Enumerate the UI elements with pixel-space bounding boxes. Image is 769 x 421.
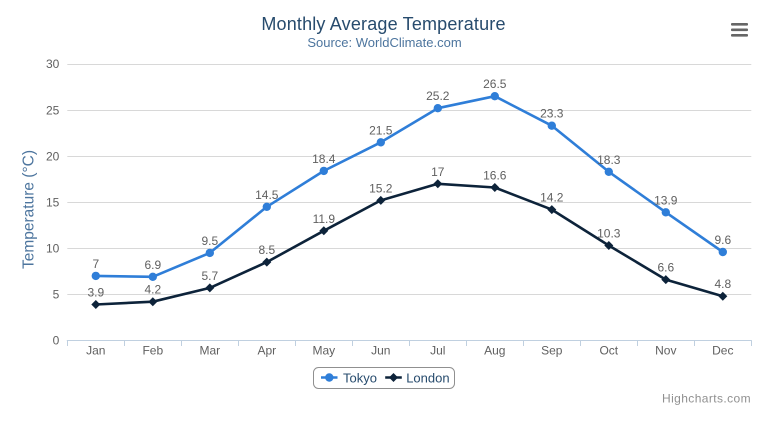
svg-text:14.2: 14.2 xyxy=(540,191,564,205)
svg-text:Sep: Sep xyxy=(541,344,563,358)
svg-text:5: 5 xyxy=(53,288,60,302)
svg-text:5.7: 5.7 xyxy=(201,269,218,283)
svg-text:Monthly Average Temperature: Monthly Average Temperature xyxy=(261,14,505,34)
svg-text:Feb: Feb xyxy=(142,344,163,358)
svg-text:Highcharts.com: Highcharts.com xyxy=(662,392,751,406)
svg-text:14.5: 14.5 xyxy=(255,188,279,202)
svg-text:23.3: 23.3 xyxy=(540,107,564,121)
svg-text:7: 7 xyxy=(92,257,99,271)
svg-text:0: 0 xyxy=(53,334,60,348)
svg-text:18.4: 18.4 xyxy=(312,152,336,166)
svg-text:20: 20 xyxy=(46,149,60,163)
svg-text:Nov: Nov xyxy=(655,344,676,358)
svg-text:Tokyo: Tokyo xyxy=(343,370,377,385)
svg-text:Apr: Apr xyxy=(257,344,276,358)
svg-text:10: 10 xyxy=(46,242,60,256)
svg-text:16.6: 16.6 xyxy=(483,169,507,183)
svg-text:6.9: 6.9 xyxy=(144,258,161,272)
svg-text:Mar: Mar xyxy=(199,344,220,358)
svg-text:10.3: 10.3 xyxy=(597,227,621,241)
svg-text:11.9: 11.9 xyxy=(313,212,336,226)
svg-text:4.8: 4.8 xyxy=(714,277,731,291)
svg-text:3.9: 3.9 xyxy=(87,286,104,300)
svg-text:London: London xyxy=(406,370,449,385)
svg-text:9.5: 9.5 xyxy=(201,234,218,248)
svg-text:Jun: Jun xyxy=(371,344,390,358)
svg-text:26.5: 26.5 xyxy=(483,77,507,91)
svg-text:6.6: 6.6 xyxy=(657,261,674,275)
svg-text:9.6: 9.6 xyxy=(714,233,731,247)
svg-text:8.5: 8.5 xyxy=(258,243,275,257)
svg-text:Jan: Jan xyxy=(86,344,105,358)
svg-text:30: 30 xyxy=(46,57,60,71)
svg-text:15: 15 xyxy=(46,195,60,209)
svg-text:Aug: Aug xyxy=(484,344,505,358)
svg-text:Oct: Oct xyxy=(599,344,618,358)
svg-text:17: 17 xyxy=(431,165,445,179)
svg-text:Source: WorldClimate.com: Source: WorldClimate.com xyxy=(307,35,461,50)
svg-text:25: 25 xyxy=(46,103,60,117)
svg-text:21.5: 21.5 xyxy=(369,123,393,137)
svg-text:Dec: Dec xyxy=(712,344,733,358)
svg-text:May: May xyxy=(312,344,335,358)
svg-text:4.2: 4.2 xyxy=(144,283,161,297)
svg-text:15.2: 15.2 xyxy=(369,181,393,195)
svg-text:25.2: 25.2 xyxy=(426,89,450,103)
svg-text:18.3: 18.3 xyxy=(597,153,621,167)
svg-text:13.9: 13.9 xyxy=(654,193,678,207)
svg-text:Temperature (°C): Temperature (°C) xyxy=(20,150,37,269)
svg-text:Jul: Jul xyxy=(430,344,445,358)
